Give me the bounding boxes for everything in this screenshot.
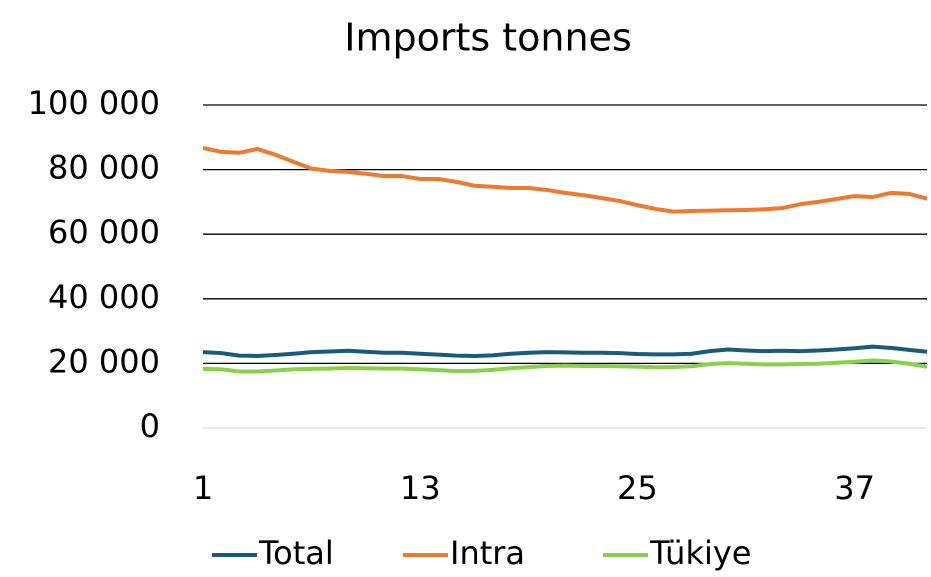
- legend-label: Total: [258, 534, 334, 572]
- x-tick-label: 37: [834, 469, 875, 507]
- series-line: [202, 358, 928, 374]
- x-tick-label: 13: [400, 469, 441, 507]
- y-tick-label: 80 000: [48, 149, 160, 187]
- y-tick-label: 0: [140, 407, 160, 445]
- y-tick-label: 100 000: [28, 84, 160, 122]
- x-tick-label: 25: [617, 469, 658, 507]
- legend-label: Tükiye: [649, 534, 751, 572]
- y-tick-label: 20 000: [48, 342, 160, 380]
- x-tick-label: 1: [193, 469, 213, 507]
- series-line: [202, 344, 928, 358]
- legend-label: Intra: [450, 534, 525, 572]
- chart-title: Imports tonnes: [344, 16, 632, 60]
- y-tick-label: 40 000: [48, 278, 160, 316]
- y-tick-label: 60 000: [48, 213, 160, 251]
- series-line: [202, 146, 928, 214]
